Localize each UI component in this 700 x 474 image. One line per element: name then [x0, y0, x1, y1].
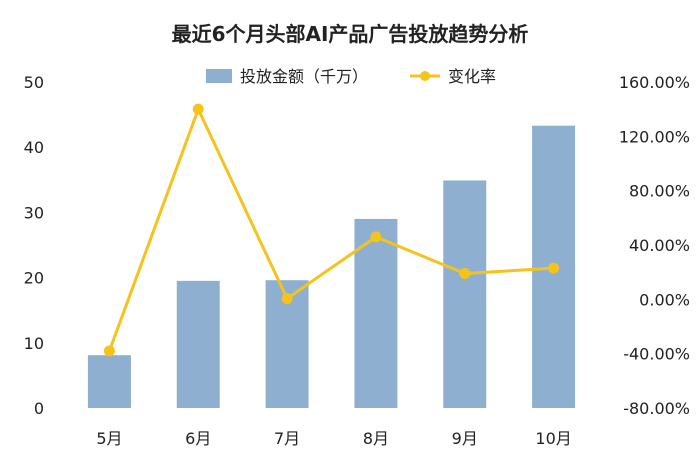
line-point — [459, 268, 471, 280]
y-right-tick-label: 160.00% — [619, 73, 690, 92]
line-point — [192, 103, 204, 115]
y-left-tick-label: 10 — [24, 334, 44, 353]
bar — [443, 180, 487, 408]
line-series — [103, 103, 560, 357]
y-right-tick-label: 0.00% — [639, 290, 690, 309]
y-left-tick-label: 20 — [24, 269, 44, 288]
legend-line-marker — [420, 71, 430, 81]
chart-title: 最近6个月头部AI产品广告投放趋势分析 — [172, 22, 529, 46]
y-right-tick-label: 80.00% — [629, 182, 690, 201]
y-right-tick-label: 120.00% — [619, 127, 690, 146]
line-point — [103, 345, 115, 357]
line-point — [548, 262, 560, 274]
x-tick-label: 10月 — [535, 429, 571, 448]
x-tick-label: 7月 — [274, 429, 300, 448]
y-right-tick-label: -80.00% — [623, 399, 690, 418]
x-axis: 5月 6月 7月 8月 9月 10月 — [96, 429, 571, 448]
line-path — [108, 107, 554, 352]
x-tick-label: 5月 — [96, 429, 122, 448]
y-left-tick-label: 50 — [24, 73, 44, 92]
y-left-tick-label: 30 — [24, 203, 44, 222]
legend-bar-swatch — [206, 69, 232, 83]
y-left-tick-label: 40 — [24, 138, 44, 157]
y-left-axis: 0 10 20 30 40 50 — [24, 73, 44, 418]
x-tick-label: 6月 — [185, 429, 211, 448]
y-right-tick-label: -40.00% — [623, 345, 690, 364]
bar — [354, 218, 398, 408]
x-tick-label: 8月 — [363, 429, 389, 448]
bar — [87, 355, 131, 408]
x-tick-label: 9月 — [452, 429, 478, 448]
y-right-tick-label: 40.00% — [629, 236, 690, 255]
legend-bar-label: 投放金额（千万） — [240, 67, 368, 86]
bar — [176, 280, 220, 408]
y-left-tick-label: 0 — [34, 399, 44, 418]
y-right-axis: -80.00% -40.00% 0.00% 40.00% 80.00% 120.00% 16… — [619, 73, 690, 418]
line-point — [281, 293, 293, 305]
legend: 投放金额（千万） 变化率 — [206, 67, 496, 86]
legend-line-label: 变化率 — [448, 67, 496, 86]
line-point — [370, 231, 382, 243]
